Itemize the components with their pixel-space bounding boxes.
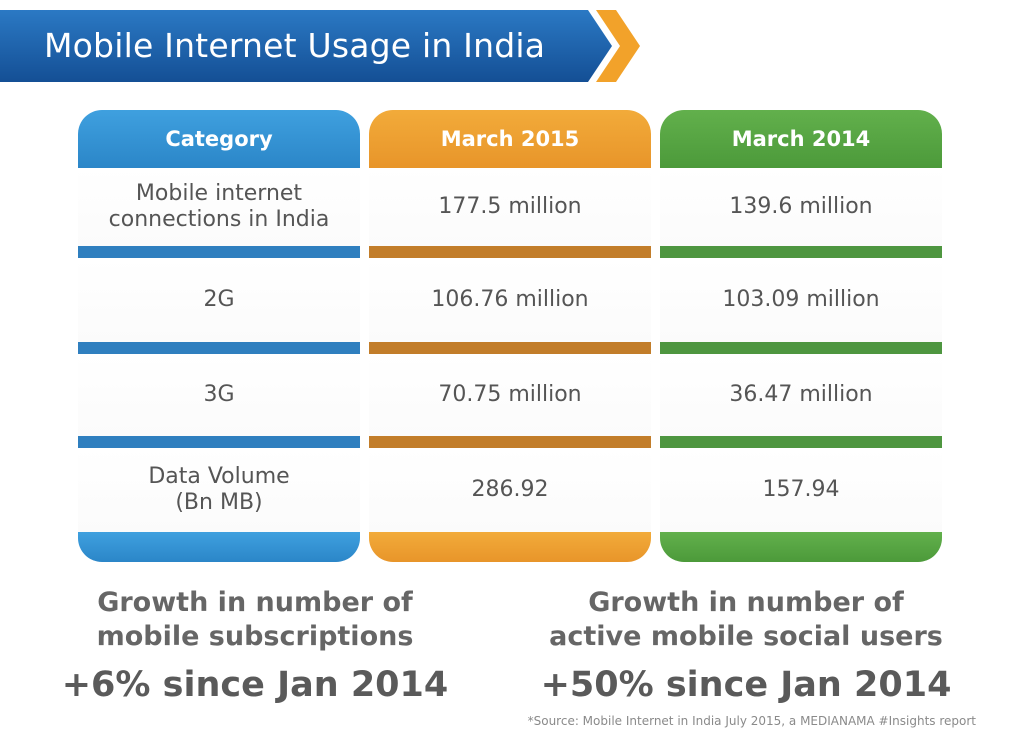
source-note: *Source: Mobile Internet in India July 2… — [527, 714, 976, 728]
header-category: Category — [78, 110, 360, 168]
row-separator — [78, 436, 360, 448]
row-4-category-line-2: (Bn MB) — [175, 490, 263, 515]
title-banner: Mobile Internet Usage in India — [0, 10, 640, 82]
row-separator — [369, 436, 651, 448]
header-march-2015: March 2015 — [369, 110, 651, 168]
row-3-march-2014-cell: 36.47 million — [660, 354, 942, 436]
category-column-footer — [78, 532, 360, 562]
row-separator — [660, 246, 942, 258]
banner-chevron-icon — [596, 10, 640, 82]
row-4-category-cell: Data Volume (Bn MB) — [78, 448, 360, 532]
subscriptions-growth-stat: Growth in number of mobile subscriptions… — [40, 586, 470, 708]
data-table: Category Mobile internet connections in … — [78, 110, 942, 562]
row-2-march-2015-value: 106.76 million — [431, 287, 589, 312]
social-users-growth-label-line-2: active mobile social users — [549, 621, 943, 652]
subscriptions-growth-value: +6% since Jan 2014 — [61, 665, 449, 705]
header-march-2014: March 2014 — [660, 110, 942, 168]
banner-body — [0, 10, 612, 82]
row-4-march-2014-value: 157.94 — [762, 477, 840, 502]
row-1-march-2015-value: 177.5 million — [438, 194, 582, 219]
row-separator — [369, 342, 651, 354]
row-4-march-2015-value: 286.92 — [471, 477, 549, 502]
social-users-growth-label-line-1: Growth in number of — [588, 587, 904, 618]
row-2-category-cell: 2G — [78, 258, 360, 342]
row-1-category-line-1: Mobile internet — [135, 181, 303, 206]
row-3-march-2015-cell: 70.75 million — [369, 354, 651, 436]
march-2015-column: March 2015 177.5 million 106.76 million … — [369, 110, 651, 562]
row-1-category-line-2: connections in India — [108, 207, 330, 232]
social-users-growth-value: +50% since Jan 2014 — [540, 665, 952, 705]
row-separator — [660, 436, 942, 448]
category-column: Category Mobile internet connections in … — [78, 110, 360, 562]
social-users-growth-stat: Growth in number of active mobile social… — [518, 586, 974, 708]
row-3-march-2014-value: 36.47 million — [729, 382, 873, 407]
row-2-march-2014-cell: 103.09 million — [660, 258, 942, 342]
march-2015-column-footer — [369, 532, 651, 562]
row-1-march-2014-value: 139.6 million — [729, 194, 873, 219]
subscriptions-growth-label-line-1: Growth in number of — [97, 587, 413, 618]
row-4-march-2015-cell: 286.92 — [369, 448, 651, 532]
row-separator — [369, 246, 651, 258]
row-4-category-line-1: Data Volume — [148, 464, 290, 489]
row-separator — [660, 342, 942, 354]
row-1-march-2014-cell: 139.6 million — [660, 168, 942, 246]
row-3-march-2015-value: 70.75 million — [438, 382, 582, 407]
row-2-march-2014-value: 103.09 million — [722, 287, 880, 312]
banner-shape — [0, 10, 640, 82]
page-title: Mobile Internet Usage in India — [44, 26, 546, 65]
row-3-category-cell: 3G — [78, 354, 360, 436]
row-separator — [78, 246, 360, 258]
row-1-category-cell: Mobile internet connections in India — [78, 168, 360, 246]
march-2014-column: March 2014 139.6 million 103.09 million … — [660, 110, 942, 562]
row-separator — [78, 342, 360, 354]
subscriptions-growth-label-line-2: mobile subscriptions — [96, 621, 414, 652]
row-1-march-2015-cell: 177.5 million — [369, 168, 651, 246]
row-2-march-2015-cell: 106.76 million — [369, 258, 651, 342]
row-4-march-2014-cell: 157.94 — [660, 448, 942, 532]
march-2014-column-footer — [660, 532, 942, 562]
row-3-category: 3G — [203, 382, 235, 407]
row-2-category: 2G — [203, 287, 235, 312]
